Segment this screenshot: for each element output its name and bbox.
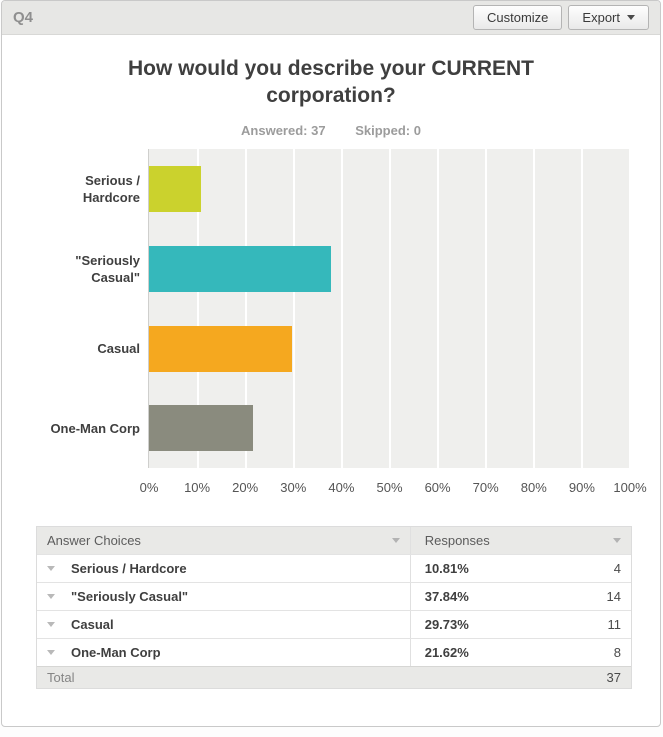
response-percent: 21.62%: [424, 645, 469, 660]
response-percent: 37.84%: [424, 589, 469, 604]
axis-tick: 70%: [472, 480, 499, 495]
bar-one-man-corp: [149, 405, 253, 452]
header-buttons: Customize Export: [473, 5, 649, 30]
page-title: How would you describe your CURRENT corp…: [127, 57, 535, 107]
axis-tick: 80%: [520, 480, 547, 495]
answer-cell: Serious / Hardcore: [37, 555, 410, 582]
gridline-40: [341, 149, 343, 468]
axis-tick: 100%: [613, 480, 647, 495]
question-number: Q4: [13, 9, 34, 26]
axis-tick: 30%: [280, 480, 307, 495]
axis-tick: 0%: [139, 480, 159, 495]
response-percent: 10.81%: [424, 561, 469, 576]
response-percent: 29.73%: [424, 617, 469, 632]
response-cell: 29.73% 11: [409, 611, 631, 638]
gridline-90: [581, 149, 583, 468]
bar-casual: [149, 325, 292, 372]
bar-row: Serious / Hardcore: [2, 149, 660, 229]
response-cell: 37.84% 14: [409, 583, 631, 610]
bar-row: Casual: [2, 309, 660, 389]
sort-responses-icon[interactable]: [613, 538, 621, 543]
response-count: 14: [606, 589, 621, 604]
export-button[interactable]: Export: [568, 5, 649, 30]
responses-header-label: Responses: [424, 533, 490, 548]
answered-count: Answered: 37: [241, 123, 326, 138]
answer-label: "Seriously Casual": [71, 589, 189, 604]
table-header-row: Answer Choices Responses: [37, 527, 631, 554]
response-cell: 21.62% 8: [409, 639, 631, 666]
table-total-row: Total 37: [37, 666, 631, 688]
response-count: 11: [607, 617, 622, 632]
axis-tick: 40%: [328, 480, 355, 495]
answer-cell: "Seriously Casual": [37, 583, 410, 610]
total-label: Total: [47, 670, 75, 685]
response-stats: Answered: 37 Skipped: 0: [2, 123, 660, 138]
gridline-10: [197, 149, 199, 468]
customize-button[interactable]: Customize: [473, 5, 563, 30]
row-expand-icon[interactable]: [47, 622, 55, 627]
bar-row: One-Man Corp: [2, 388, 660, 468]
answer-choices-header-cell: Answer Choices: [37, 527, 410, 554]
responses-header-cell: Responses: [409, 527, 631, 554]
bar-chart: Serious / Hardcore "Seriously Casual" Ca…: [2, 149, 660, 501]
axis-tick: 50%: [376, 480, 403, 495]
axis-tick: 60%: [424, 480, 451, 495]
export-button-label: Export: [582, 10, 620, 25]
answer-cell: Casual: [37, 611, 410, 638]
table-row: "Seriously Casual" 37.84% 14: [37, 582, 631, 610]
response-count: 4: [613, 561, 621, 576]
question-header-bar: Q4 Customize Export: [2, 1, 660, 35]
axis-tick: 10%: [184, 480, 211, 495]
bar-serious-hardcore: [149, 166, 201, 212]
gridline-30: [293, 149, 295, 468]
sort-answer-icon[interactable]: [391, 538, 400, 543]
results-table: Answer Choices Responses Serious / Hardc…: [36, 526, 632, 689]
skipped-count: Skipped: 0: [355, 123, 421, 138]
table-row: One-Man Corp 21.62% 8: [37, 638, 631, 666]
row-expand-icon[interactable]: [47, 566, 55, 571]
table-row: Casual 29.73% 11: [37, 610, 631, 638]
category-label: "Seriously Casual": [75, 252, 140, 285]
x-axis: 0% 10% 20% 30% 40% 50% 60% 70% 80% 90% 1…: [140, 468, 647, 498]
gridline-70: [485, 149, 487, 468]
row-expand-icon[interactable]: [47, 650, 55, 655]
axis-tick: 90%: [568, 480, 595, 495]
gridline-60: [437, 149, 439, 468]
row-expand-icon[interactable]: [47, 594, 55, 599]
category-label: One-Man Corp: [50, 420, 140, 436]
response-count: 8: [613, 645, 621, 660]
gridline-80: [533, 149, 535, 468]
answer-choices-header-label: Answer Choices: [47, 533, 141, 548]
bar-seriously-casual: [149, 245, 331, 292]
response-cell: 10.81% 4: [409, 555, 631, 582]
gridline-20: [245, 149, 247, 468]
category-label: Casual: [97, 340, 140, 356]
total-label-cell: Total: [37, 667, 410, 688]
total-count-cell: 37: [410, 667, 631, 688]
answer-label: Casual: [71, 617, 114, 632]
bar-row: "Seriously Casual": [2, 229, 660, 309]
axis-tick: 20%: [232, 480, 259, 495]
customize-button-label: Customize: [487, 10, 549, 25]
table-row: Serious / Hardcore 10.81% 4: [37, 554, 631, 582]
answer-cell: One-Man Corp: [37, 639, 410, 666]
category-label: Serious / Hardcore: [82, 172, 140, 205]
answer-label: Serious / Hardcore: [71, 561, 187, 576]
export-caret-icon: [627, 15, 635, 20]
answer-label: One-Man Corp: [71, 645, 161, 660]
total-count: 37: [606, 670, 621, 685]
gridline-50: [389, 149, 391, 468]
